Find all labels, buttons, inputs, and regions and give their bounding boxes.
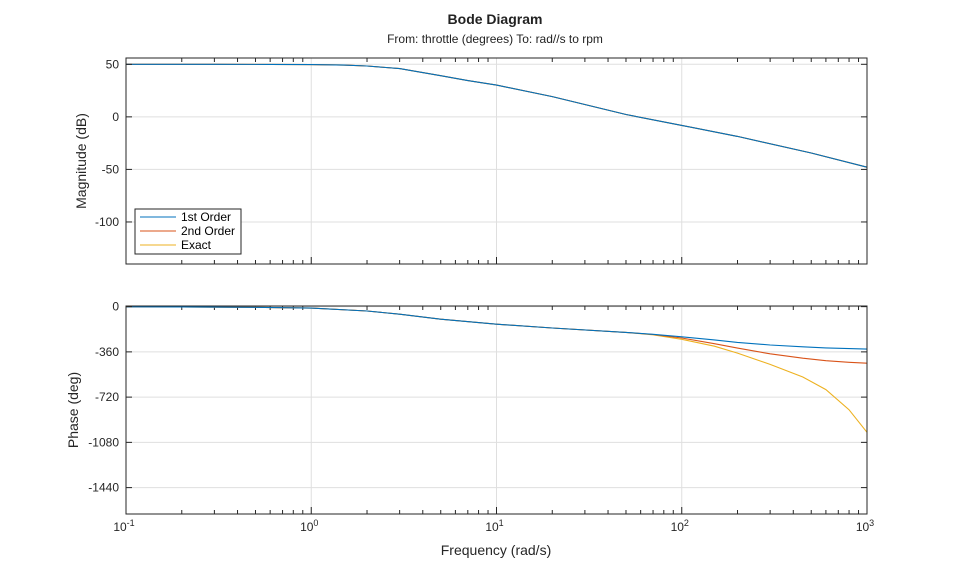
- x-axis-label: Frequency (rad/s): [441, 542, 551, 558]
- magnitude-axes: 50 0 -50 -100 Magnitude (dB): [73, 57, 868, 265]
- x-tick-label: 101: [485, 518, 503, 534]
- chart-title: Bode Diagram: [448, 11, 543, 27]
- legend: 1st Order 2nd Order Exact: [134, 208, 242, 255]
- x-tick-label: 103: [856, 518, 874, 534]
- phase-axes-box: [125, 305, 868, 515]
- ph-y-tick-label: -720: [95, 390, 119, 404]
- x-tick-labels: 10-1 100 101 102 103: [113, 518, 874, 534]
- magnitude-ylabel: Magnitude (dB): [73, 113, 89, 209]
- ph-series-1st-order: [125, 306, 868, 350]
- ph-y-tick-label: -360: [95, 345, 119, 359]
- mag-y-tick-label: -50: [102, 162, 120, 176]
- mag-y-tick-label: 0: [112, 110, 119, 124]
- ph-y-tick-label: -1080: [88, 435, 119, 449]
- legend-label-1st-order: 1st Order: [181, 210, 231, 224]
- ph-y-tick-label: -1440: [88, 481, 119, 495]
- magnitude-axes-box: [125, 57, 868, 265]
- ph-y-tick-label: 0: [112, 300, 119, 314]
- chart-subtitle: From: throttle (degrees) To: rad//s to r…: [387, 32, 603, 46]
- legend-label-exact: Exact: [181, 238, 212, 252]
- mag-y-tick-label: -100: [95, 215, 119, 229]
- mag-y-tick-label: 50: [106, 57, 120, 71]
- x-tick-label: 10-1: [113, 518, 134, 534]
- phase-ylabel: Phase (deg): [65, 372, 81, 448]
- mag-series-1st-order: [126, 63, 868, 168]
- legend-label-2nd-order: 2nd Order: [181, 224, 235, 238]
- x-tick-label: 102: [671, 518, 689, 534]
- x-tick-label: 100: [300, 518, 318, 534]
- phase-axes: 0 -360 -720 -1080 -1440 Phase (deg): [65, 300, 868, 515]
